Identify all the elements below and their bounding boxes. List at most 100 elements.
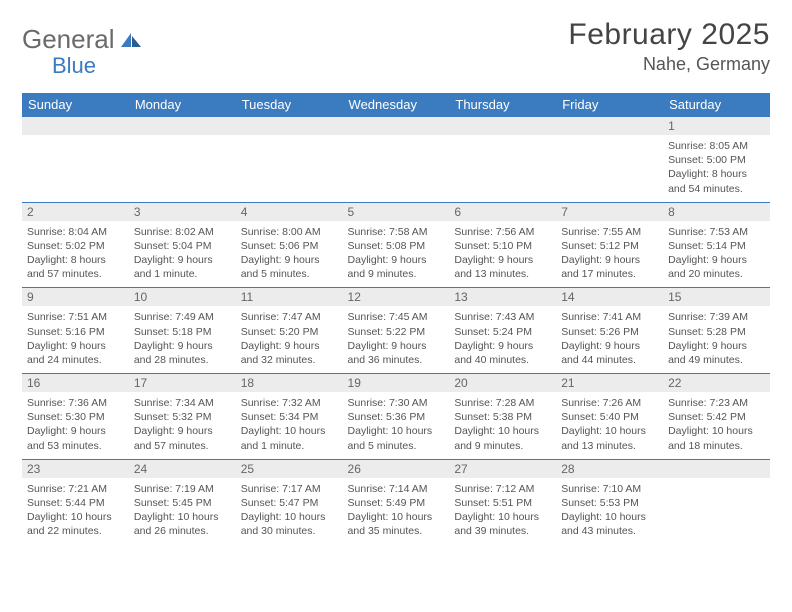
daylight: Daylight: 9 hours and 49 minutes.	[668, 339, 765, 367]
daylight: Daylight: 10 hours and 18 minutes.	[668, 424, 765, 452]
day-number: 15	[663, 288, 770, 307]
day-number: 17	[129, 374, 236, 393]
daynum-row: 1	[22, 117, 770, 136]
daylight: Daylight: 10 hours and 1 minute.	[241, 424, 338, 452]
dayname-0: Sunday	[22, 93, 129, 117]
day-number: 9	[22, 288, 129, 307]
sunrise: Sunrise: 7:14 AM	[348, 482, 445, 496]
day-cell: Sunrise: 7:32 AMSunset: 5:34 PMDaylight:…	[236, 392, 343, 459]
day-number: 11	[236, 288, 343, 307]
sunrise: Sunrise: 7:45 AM	[348, 310, 445, 324]
day-cell: Sunrise: 7:14 AMSunset: 5:49 PMDaylight:…	[343, 478, 450, 545]
day-cell: Sunrise: 7:17 AMSunset: 5:47 PMDaylight:…	[236, 478, 343, 545]
sunrise: Sunrise: 7:41 AM	[561, 310, 658, 324]
day-cell: Sunrise: 7:12 AMSunset: 5:51 PMDaylight:…	[449, 478, 556, 545]
week-row: Sunrise: 7:21 AMSunset: 5:44 PMDaylight:…	[22, 478, 770, 545]
day-cell: Sunrise: 7:43 AMSunset: 5:24 PMDaylight:…	[449, 306, 556, 373]
brand-part2: Blue	[52, 53, 96, 78]
daylight: Daylight: 9 hours and 13 minutes.	[454, 253, 551, 281]
day-number: 21	[556, 374, 663, 393]
sunrise: Sunrise: 7:47 AM	[241, 310, 338, 324]
daylight: Daylight: 9 hours and 24 minutes.	[27, 339, 124, 367]
sunset: Sunset: 5:06 PM	[241, 239, 338, 253]
sunrise: Sunrise: 8:05 AM	[668, 139, 765, 153]
brand-logo: General	[22, 18, 147, 55]
sunset: Sunset: 5:20 PM	[241, 325, 338, 339]
dayname-row: Sunday Monday Tuesday Wednesday Thursday…	[22, 93, 770, 117]
sunset: Sunset: 5:40 PM	[561, 410, 658, 424]
day-cell: Sunrise: 7:34 AMSunset: 5:32 PMDaylight:…	[129, 392, 236, 459]
day-number: 7	[556, 202, 663, 221]
daylight: Daylight: 9 hours and 57 minutes.	[134, 424, 231, 452]
sunrise: Sunrise: 7:55 AM	[561, 225, 658, 239]
daylight: Daylight: 9 hours and 17 minutes.	[561, 253, 658, 281]
day-cell: Sunrise: 7:26 AMSunset: 5:40 PMDaylight:…	[556, 392, 663, 459]
daylight: Daylight: 9 hours and 53 minutes.	[27, 424, 124, 452]
day-number	[556, 117, 663, 136]
day-cell: Sunrise: 7:47 AMSunset: 5:20 PMDaylight:…	[236, 306, 343, 373]
sunrise: Sunrise: 7:53 AM	[668, 225, 765, 239]
day-number: 2	[22, 202, 129, 221]
day-number: 8	[663, 202, 770, 221]
sunset: Sunset: 5:44 PM	[27, 496, 124, 510]
day-number	[129, 117, 236, 136]
day-number	[236, 117, 343, 136]
sunset: Sunset: 5:51 PM	[454, 496, 551, 510]
sunrise: Sunrise: 7:39 AM	[668, 310, 765, 324]
daynum-row: 16171819202122	[22, 374, 770, 393]
sunrise: Sunrise: 7:58 AM	[348, 225, 445, 239]
sunrise: Sunrise: 7:12 AM	[454, 482, 551, 496]
day-cell: Sunrise: 7:28 AMSunset: 5:38 PMDaylight:…	[449, 392, 556, 459]
location: Nahe, Germany	[568, 54, 770, 75]
calendar-table: Sunday Monday Tuesday Wednesday Thursday…	[22, 93, 770, 544]
day-cell: Sunrise: 7:53 AMSunset: 5:14 PMDaylight:…	[663, 221, 770, 288]
sunrise: Sunrise: 7:23 AM	[668, 396, 765, 410]
daylight: Daylight: 10 hours and 43 minutes.	[561, 510, 658, 538]
week-row: Sunrise: 8:04 AMSunset: 5:02 PMDaylight:…	[22, 221, 770, 288]
sunrise: Sunrise: 7:43 AM	[454, 310, 551, 324]
day-number	[343, 117, 450, 136]
day-number: 5	[343, 202, 450, 221]
sunset: Sunset: 5:30 PM	[27, 410, 124, 424]
day-number: 18	[236, 374, 343, 393]
sunset: Sunset: 5:16 PM	[27, 325, 124, 339]
daylight: Daylight: 10 hours and 26 minutes.	[134, 510, 231, 538]
sunset: Sunset: 5:53 PM	[561, 496, 658, 510]
sail-icon	[119, 31, 143, 49]
sunset: Sunset: 5:42 PM	[668, 410, 765, 424]
daylight: Daylight: 9 hours and 44 minutes.	[561, 339, 658, 367]
day-number: 19	[343, 374, 450, 393]
daylight: Daylight: 8 hours and 57 minutes.	[27, 253, 124, 281]
daynum-row: 2345678	[22, 202, 770, 221]
daylight: Daylight: 10 hours and 22 minutes.	[27, 510, 124, 538]
day-cell: Sunrise: 7:55 AMSunset: 5:12 PMDaylight:…	[556, 221, 663, 288]
sunset: Sunset: 5:12 PM	[561, 239, 658, 253]
sunset: Sunset: 5:49 PM	[348, 496, 445, 510]
sunrise: Sunrise: 7:19 AM	[134, 482, 231, 496]
day-number: 1	[663, 117, 770, 136]
sunset: Sunset: 5:38 PM	[454, 410, 551, 424]
day-cell: Sunrise: 7:41 AMSunset: 5:26 PMDaylight:…	[556, 306, 663, 373]
sunrise: Sunrise: 7:34 AM	[134, 396, 231, 410]
sunset: Sunset: 5:00 PM	[668, 153, 765, 167]
day-number: 20	[449, 374, 556, 393]
dayname-3: Wednesday	[343, 93, 450, 117]
week-row: Sunrise: 7:51 AMSunset: 5:16 PMDaylight:…	[22, 306, 770, 373]
daylight: Daylight: 10 hours and 9 minutes.	[454, 424, 551, 452]
sunrise: Sunrise: 8:00 AM	[241, 225, 338, 239]
sunset: Sunset: 5:02 PM	[27, 239, 124, 253]
day-cell: Sunrise: 7:58 AMSunset: 5:08 PMDaylight:…	[343, 221, 450, 288]
sunrise: Sunrise: 7:10 AM	[561, 482, 658, 496]
day-number: 12	[343, 288, 450, 307]
day-number: 25	[236, 459, 343, 478]
day-cell: Sunrise: 7:51 AMSunset: 5:16 PMDaylight:…	[22, 306, 129, 373]
dayname-6: Saturday	[663, 93, 770, 117]
day-cell: Sunrise: 7:56 AMSunset: 5:10 PMDaylight:…	[449, 221, 556, 288]
dayname-5: Friday	[556, 93, 663, 117]
day-cell: Sunrise: 8:05 AMSunset: 5:00 PMDaylight:…	[663, 135, 770, 202]
sunrise: Sunrise: 7:51 AM	[27, 310, 124, 324]
day-cell	[556, 135, 663, 202]
calendar-page: General February 2025 Nahe, Germany Blue…	[0, 0, 792, 562]
sunrise: Sunrise: 7:21 AM	[27, 482, 124, 496]
daylight: Daylight: 9 hours and 28 minutes.	[134, 339, 231, 367]
